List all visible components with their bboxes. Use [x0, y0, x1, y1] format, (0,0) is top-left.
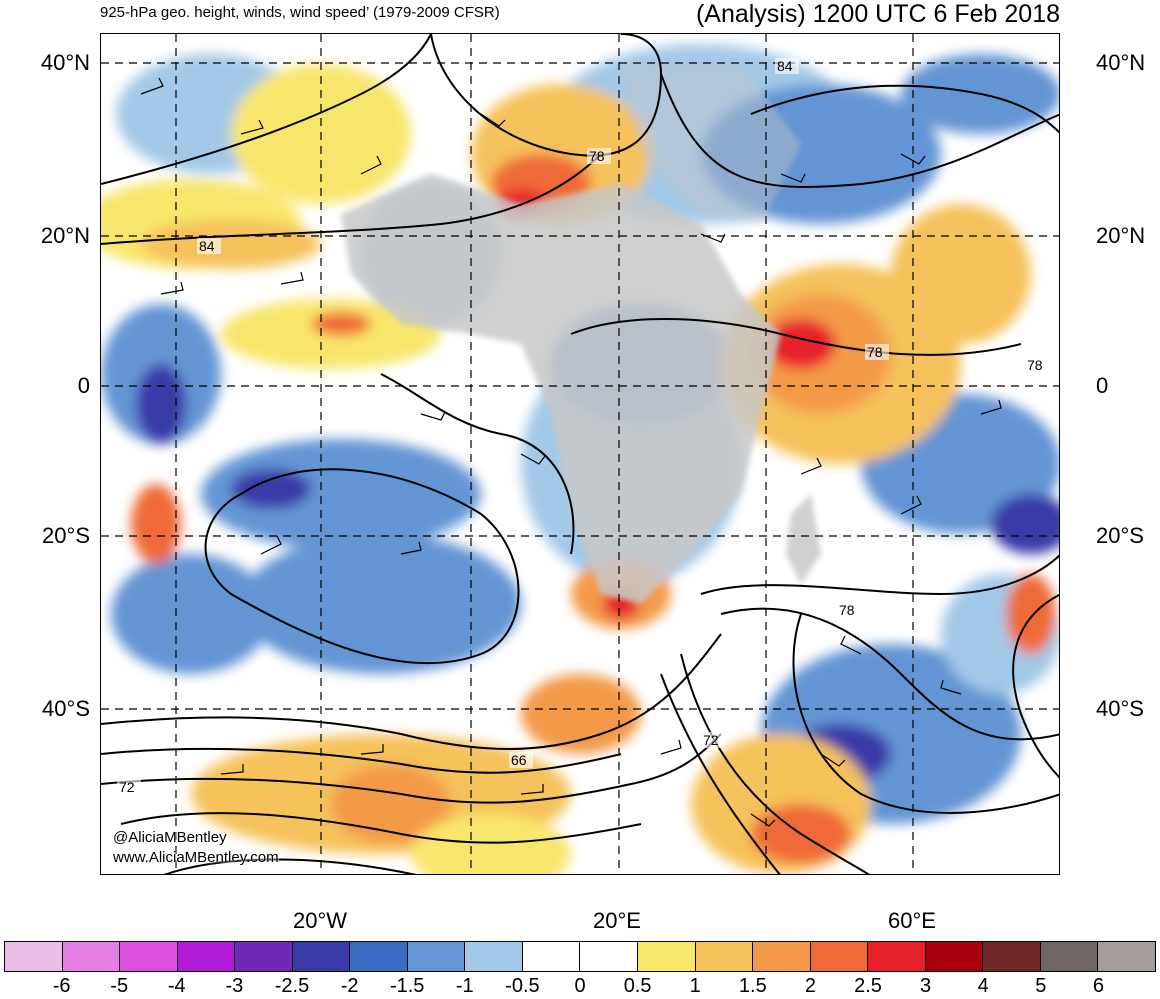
lat-label-right: 20°N — [1096, 223, 1146, 248]
wind-barbs — [140, 77, 1002, 827]
colorbar-tick-label: 4 — [977, 975, 989, 997]
contour-label: 78 — [1027, 357, 1043, 373]
colorbar-swatch — [177, 942, 236, 971]
lat-label-left: 0 — [77, 373, 90, 398]
contour-label-group: 84 78 84 78 78 78 72 66 72 — [117, 58, 1049, 795]
lat-label-right: 40°S — [1096, 696, 1144, 721]
colorbar-tick-label: -2.5 — [274, 975, 310, 997]
colorbar-tick-label: -3 — [225, 975, 244, 997]
credit-url: www.AliciaMBentley.com — [113, 849, 279, 866]
colorbar-swatch — [1098, 942, 1155, 971]
contour-label: 72 — [703, 732, 719, 748]
colorbar-tick-label: 3 — [920, 975, 932, 997]
contour-label: 66 — [511, 752, 527, 768]
colorbar — [4, 941, 1156, 972]
colorbar-swatch — [1040, 942, 1099, 971]
colorbar-labels: -6 -5 -4 -3 -2.5 -2 -1.5 -1 -0.5 0 0.5 1 1.5 2 2.5 3 4 5 6 — [4, 975, 1156, 999]
credit-handle: @AliciaMBentley — [113, 829, 227, 846]
map-panel: 84 78 84 78 78 78 72 66 72 @AliciaMBentl… — [100, 33, 1060, 875]
map-title-right: (Analysis) 1200 UTC 6 Feb 2018 — [695, 0, 1060, 28]
lon-label: 60°E — [888, 908, 936, 933]
lat-label-right: 40°N — [1096, 50, 1146, 75]
lat-label-left: 40°S — [42, 696, 90, 721]
lat-label-right: 0 — [1096, 373, 1109, 398]
lon-label: 20°W — [292, 908, 348, 933]
colorbar-swatch — [62, 942, 121, 971]
colorbar-tick-label: -1 — [455, 975, 474, 997]
colorbar-tick-label: 2.5 — [854, 975, 882, 997]
colorbar-tick-label: 1.5 — [738, 975, 767, 997]
colorbar-swatch — [465, 942, 523, 971]
colorbar-swatch — [638, 942, 696, 971]
colorbar-swatch — [580, 942, 639, 971]
land-areas — [341, 64, 821, 604]
colorbar-swatch — [925, 942, 984, 971]
lat-lon-grid — [101, 34, 1059, 874]
colorbar-swatch — [753, 942, 811, 971]
colorbar-swatch — [407, 942, 466, 971]
colorbar-tick-label: -5 — [110, 975, 129, 997]
height-contours — [101, 34, 1059, 874]
colorbar-swatch — [292, 942, 351, 971]
colorbar-tick-label: 0.5 — [623, 975, 652, 997]
colorbar-swatch — [350, 942, 408, 971]
colorbar-tick-label: -1.5 — [389, 975, 425, 997]
colorbar-swatch — [810, 942, 869, 971]
colorbar-swatch — [5, 942, 63, 971]
contour-label: 84 — [199, 238, 215, 254]
lat-label-left: 40°N — [40, 50, 90, 75]
colorbar-tick-label: 6 — [1092, 975, 1104, 997]
lat-label-left: 20°S — [42, 523, 90, 548]
colorbar-swatch — [868, 942, 926, 971]
colorbar-swatch — [522, 942, 581, 971]
colorbar-tick-label: -6 — [52, 975, 71, 997]
map-title-left: 925-hPa geo. height, winds, wind speed’ … — [100, 4, 500, 21]
contour-label: 84 — [777, 58, 793, 74]
contour-label: 72 — [119, 779, 135, 795]
lat-label-left: 20°N — [40, 223, 90, 248]
colorbar-tick-label: -0.5 — [505, 975, 540, 997]
lon-label: 20°E — [593, 908, 641, 933]
contour-label: 78 — [589, 148, 605, 164]
colorbar-tick-label: 1 — [689, 975, 701, 997]
map-field-svg: 84 78 84 78 78 78 72 66 72 — [101, 34, 1059, 874]
colorbar-tick-label: 5 — [1035, 975, 1047, 997]
colorbar-tick-label: 0 — [574, 975, 586, 997]
colorbar-swatch — [120, 942, 178, 971]
colorbar-tick-label: -2 — [340, 975, 359, 997]
colorbar-tick-label: 2 — [804, 975, 816, 997]
lat-label-right: 20°S — [1096, 523, 1144, 548]
colorbar-tick-label: -4 — [167, 975, 186, 997]
colorbar-swatch — [695, 942, 754, 971]
contour-label: 78 — [867, 344, 883, 360]
colorbar-swatch — [983, 942, 1041, 971]
colorbar-swatch — [235, 942, 293, 971]
contour-label: 78 — [839, 602, 855, 618]
